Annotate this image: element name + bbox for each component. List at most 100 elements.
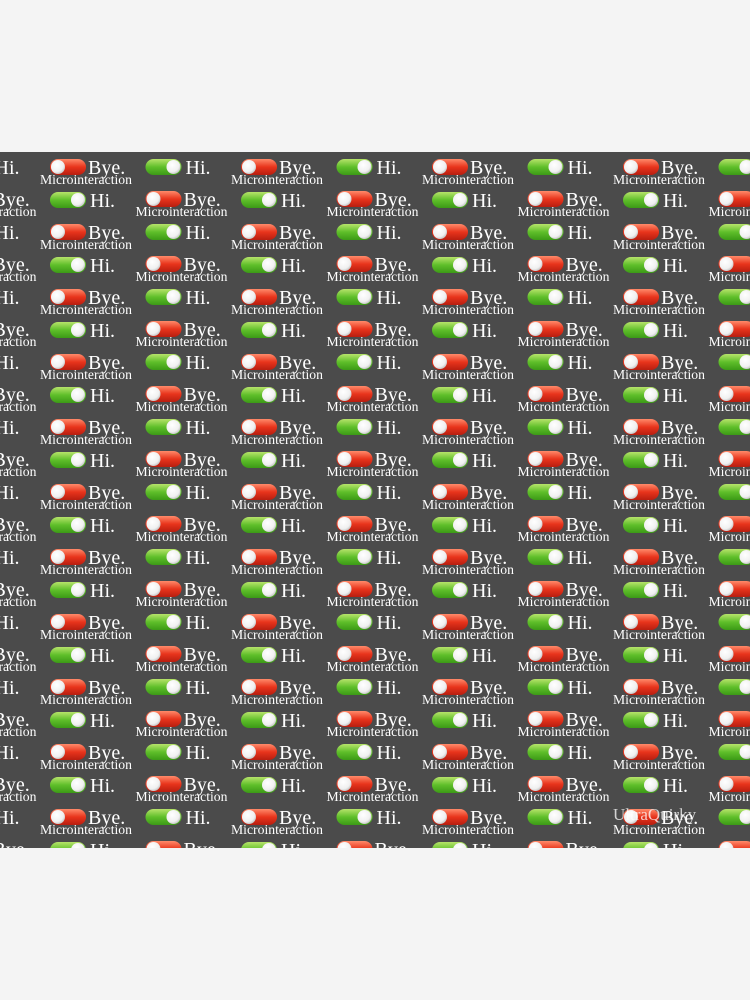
pattern-title: Microinteraction bbox=[231, 563, 323, 578]
pattern-title: Microinteraction bbox=[613, 758, 705, 773]
off-label: Bye. bbox=[470, 677, 507, 699]
toggle-knob bbox=[166, 420, 181, 434]
pattern-title: Microinteraction bbox=[518, 335, 610, 350]
on-label: Hi. bbox=[472, 775, 497, 797]
off-label: Bye. bbox=[184, 709, 221, 731]
on-label: Hi. bbox=[186, 417, 211, 439]
pattern-title: Microinteraction bbox=[327, 335, 419, 350]
toggle-knob bbox=[644, 388, 658, 402]
toggle-knob bbox=[453, 778, 467, 792]
toggle-knob bbox=[146, 777, 161, 791]
toggle-knob bbox=[337, 777, 352, 791]
off-label: Bye. bbox=[88, 677, 125, 699]
on-label: Hi. bbox=[377, 417, 402, 439]
toggle-knob bbox=[146, 582, 161, 596]
toggle-knob bbox=[624, 745, 638, 759]
off-label: Bye. bbox=[375, 189, 412, 211]
pattern-title: Microinteraction bbox=[613, 498, 705, 513]
toggle-knob bbox=[528, 777, 543, 791]
pattern-title: Microinteraction bbox=[518, 270, 610, 285]
toggle-knob bbox=[262, 258, 276, 272]
pattern-title: Microinteraction bbox=[327, 270, 419, 285]
toggle-knob bbox=[262, 453, 276, 467]
toggle-knob bbox=[528, 452, 543, 466]
toggle-knob bbox=[71, 713, 85, 727]
toggle-knob bbox=[71, 583, 85, 597]
pattern-title: Microinteraction bbox=[231, 303, 323, 318]
off-label: Bye. bbox=[0, 709, 30, 731]
on-label: Hi. bbox=[0, 677, 20, 699]
off-label: Bye. bbox=[470, 222, 507, 244]
off-label: Bye. bbox=[279, 677, 316, 699]
off-label: Bye. bbox=[184, 839, 221, 861]
off-label: Bye. bbox=[0, 319, 30, 341]
on-label: Hi. bbox=[472, 710, 497, 732]
off-label: Bye. bbox=[661, 677, 698, 699]
on-label: Hi. bbox=[663, 710, 688, 732]
toggle-knob bbox=[624, 680, 638, 694]
on-label: Hi. bbox=[568, 482, 593, 504]
pattern-title: Microinteraction bbox=[518, 140, 610, 155]
on-label: Hi. bbox=[377, 612, 402, 634]
off-label: Bye. bbox=[470, 417, 507, 439]
on-label: Hi. bbox=[377, 287, 402, 309]
on-label: Hi. bbox=[377, 352, 402, 374]
pattern-title: Microinteraction bbox=[40, 563, 132, 578]
toggle-knob bbox=[262, 778, 276, 792]
toggle-knob bbox=[51, 290, 65, 304]
toggle-knob bbox=[548, 680, 563, 694]
toggle-knob bbox=[51, 680, 65, 694]
toggle-knob bbox=[453, 323, 467, 337]
on-label: Hi. bbox=[186, 612, 211, 634]
pattern-title: Microinteraction bbox=[518, 400, 610, 415]
on-label: Hi. bbox=[663, 320, 688, 342]
toggle-knob bbox=[433, 355, 447, 369]
on-label: Hi. bbox=[281, 580, 306, 602]
pattern-title: Microinteraction bbox=[613, 433, 705, 448]
pattern-title: Microinteraction bbox=[40, 693, 132, 708]
pattern-title: Microinteraction bbox=[709, 790, 750, 805]
pattern-title: Microinteraction bbox=[422, 758, 514, 773]
on-label: Hi. bbox=[90, 450, 115, 472]
toggle-knob bbox=[262, 583, 276, 597]
pattern-title: Microinteraction bbox=[422, 693, 514, 708]
toggle-knob bbox=[548, 810, 563, 824]
on-label: Hi. bbox=[186, 157, 211, 179]
toggle-knob bbox=[624, 615, 638, 629]
pattern-title: Microinteraction bbox=[231, 628, 323, 643]
toggle-knob bbox=[528, 517, 543, 531]
pattern-title: Microinteraction bbox=[0, 335, 37, 350]
on-label: Hi. bbox=[0, 417, 20, 439]
pattern-title: Microinteraction bbox=[709, 530, 750, 545]
on-label: Hi. bbox=[90, 190, 115, 212]
off-label: Bye. bbox=[0, 839, 30, 861]
pattern-title: Microinteraction bbox=[613, 823, 705, 838]
on-label: Hi. bbox=[90, 710, 115, 732]
pattern-title: Microinteraction bbox=[136, 530, 228, 545]
pattern-title: Microinteraction bbox=[231, 758, 323, 773]
off-label: Bye. bbox=[661, 482, 698, 504]
toggle-knob bbox=[166, 160, 181, 174]
pattern-title: Microinteraction bbox=[613, 238, 705, 253]
pattern-title: Microinteraction bbox=[327, 530, 419, 545]
on-label: Hi. bbox=[377, 807, 402, 829]
pattern-title: Microinteraction bbox=[0, 140, 37, 155]
pattern-title: Microinteraction bbox=[613, 563, 705, 578]
